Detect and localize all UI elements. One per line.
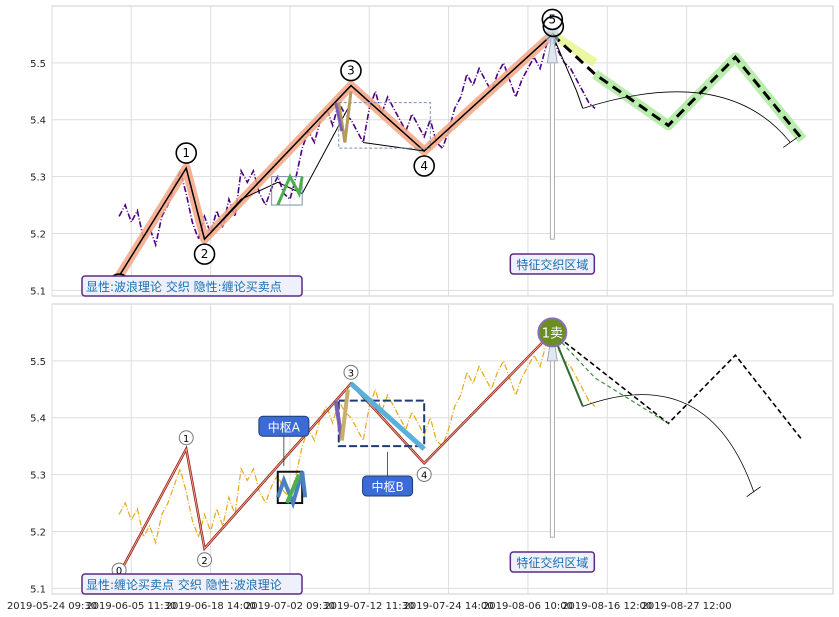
legend-label-box (81, 573, 303, 595)
pivot-b-segment (349, 381, 426, 451)
pivot-callout-box (362, 475, 414, 497)
x-tick-label: 2019-08-27 12:00 (642, 601, 732, 612)
mini-segment (337, 91, 353, 143)
y-tick-label: 5.5 (30, 357, 46, 368)
y-tick-label: 5.5 (30, 59, 46, 70)
wave-label-2: 2 (201, 247, 209, 261)
y-tick-label: 5.4 (30, 116, 46, 127)
wave-label-circle (541, 8, 564, 31)
y-tick-label: 5.1 (30, 286, 46, 297)
price-line (118, 32, 596, 248)
projection-line (551, 33, 804, 141)
y-tick-label: 5.4 (30, 414, 46, 425)
panel-1: 5.15.25.35.45.5012345特征交织区域显性:波浪理论 交织 隐性… (30, 5, 834, 297)
wave-label-circle (416, 466, 432, 482)
x-tick-label: 2019-06-18 14:00 (166, 601, 256, 612)
x-tick-label: 2019-07-12 11:30 (324, 601, 414, 612)
legend-label: 显性:缠论买卖点 交织 隐性:波浪理论 (86, 577, 282, 592)
wave-label-circle (542, 15, 565, 38)
forecast-arc (582, 91, 791, 143)
wave-label-5: 5 (549, 12, 557, 26)
y-tick-label: 5.2 (30, 527, 46, 538)
wave-label-4: 4 (420, 159, 428, 173)
x-tick-label: 2019-07-24 14:00 (404, 601, 494, 612)
mini-segment (334, 102, 344, 132)
wave-label-circle (178, 430, 194, 446)
wave-label-circle (413, 155, 435, 177)
legend-label-box (81, 275, 303, 297)
price-line (118, 330, 596, 545)
wave-label-3: 3 (347, 64, 355, 78)
pivot-b-segment (339, 389, 350, 441)
y-tick-label: 5.2 (30, 229, 46, 240)
x-tick-label: 2019-07-02 09:30 (245, 601, 335, 612)
x-tick-label: 2019-06-05 11:30 (86, 601, 176, 612)
pivot-a-segment (285, 473, 301, 504)
sell-point-label: 1卖 (542, 326, 563, 341)
feature-arrow (549, 36, 555, 240)
arc-end-tick (746, 486, 761, 497)
wave-label-4: 4 (421, 470, 427, 481)
x-tick-label: 2019-05-24 09:30 (7, 601, 97, 612)
wave-line (118, 33, 553, 277)
wave-line-inner (118, 332, 553, 575)
wave-label-circle (340, 59, 362, 82)
projection-line (551, 331, 804, 441)
pivot-a-segment (275, 471, 308, 510)
feature-callout-box (509, 253, 596, 275)
pivot-callout-label: 中枢A (268, 419, 301, 434)
wave-label-circle (343, 364, 359, 380)
forecast-arc (582, 394, 755, 492)
pivot-callout-box (258, 415, 310, 437)
y-tick-label: 5.3 (30, 173, 46, 184)
wave-label-circle (175, 142, 198, 164)
wave-label-1: 1 (182, 146, 190, 160)
wave-label-1: 1 (183, 434, 189, 445)
feature-arrow (549, 334, 555, 538)
sub-wave-line (363, 142, 425, 152)
sell-point-circle (537, 317, 568, 348)
plot-area (51, 5, 834, 297)
arc-end-tick (783, 137, 798, 148)
feature-arrow-head (546, 31, 558, 64)
x-tick-label: 2019-08-16 12:00 (562, 601, 652, 612)
x-tick-label: 2019-08-06 10:00 (483, 601, 573, 612)
feature-callout-label: 特征交织区域 (516, 555, 588, 570)
legend-label: 显性:波浪理论 交织 隐性:缠论买卖点 (86, 279, 282, 294)
sub-wave-line (204, 102, 352, 240)
feature-callout-label: 特征交织区域 (516, 257, 588, 272)
plot-area (51, 303, 834, 595)
wave-label-0: 0 (116, 566, 122, 577)
pivot-callout-label: 中枢B (371, 479, 403, 494)
wave-label-circle (197, 552, 213, 568)
sub-projection (551, 34, 584, 109)
wave-label-circle (193, 243, 216, 265)
projection-line (551, 331, 669, 424)
wave-label-2: 2 (201, 556, 207, 567)
y-tick-label: 5.3 (30, 471, 46, 482)
y-tick-label: 5.1 (30, 584, 46, 595)
feature-callout-box (509, 551, 596, 573)
pivot-box (338, 102, 431, 149)
wave-label-3: 3 (348, 368, 354, 379)
mini-segment (276, 173, 304, 206)
pivot-box (271, 176, 303, 206)
